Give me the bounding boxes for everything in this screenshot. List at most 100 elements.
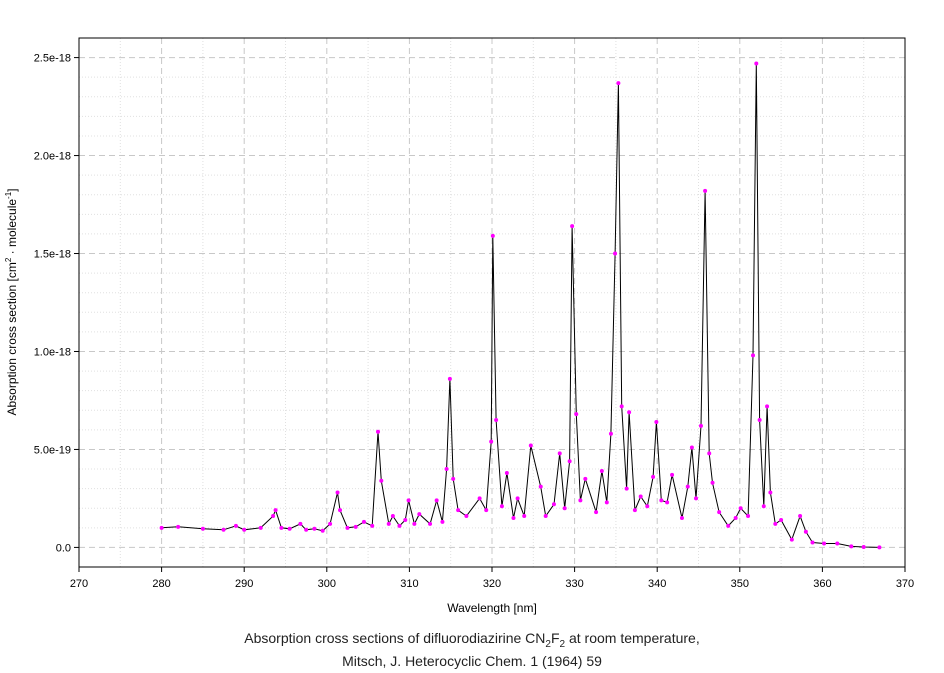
data-point <box>273 508 278 513</box>
axes: 270 280 290 300 310 320 330 340 350 360 370 0.0 5.0e… <box>34 53 914 590</box>
data-point <box>298 521 303 526</box>
data-point <box>710 480 715 485</box>
data-point <box>604 500 609 505</box>
data-point <box>726 523 731 528</box>
x-tick-label: 360 <box>813 578 831 590</box>
data-point <box>567 459 572 464</box>
x-tick-label: 320 <box>483 578 501 590</box>
data-point <box>484 508 489 513</box>
data-point <box>698 423 703 428</box>
data-point <box>768 490 773 495</box>
data-point <box>538 484 543 489</box>
data-point <box>551 502 556 507</box>
y-tick-label: 1.0e-18 <box>34 346 71 358</box>
data-point <box>200 526 205 531</box>
series-layer <box>159 61 882 550</box>
data-point <box>490 233 495 238</box>
data-point <box>717 510 722 515</box>
data-point <box>287 526 292 531</box>
data-point <box>733 516 738 521</box>
data-point <box>233 523 238 528</box>
data-point <box>757 418 762 423</box>
data-point <box>353 524 358 529</box>
data-point <box>221 527 226 532</box>
caption-line-2: Mitsch, J. Heterocyclic Chem. 1 (1964) 5… <box>342 653 602 669</box>
data-point <box>619 404 624 409</box>
caption-line-1: Absorption cross sections of difluorodia… <box>244 630 700 650</box>
data-point <box>578 498 583 503</box>
y-tick-label: 0.0 <box>56 542 71 554</box>
data-point <box>773 521 778 526</box>
data-point <box>417 512 422 517</box>
data-point <box>390 514 395 519</box>
data-point <box>451 476 456 481</box>
data-point <box>670 472 675 477</box>
data-point <box>574 412 579 417</box>
y-tick-label: 2.5e-18 <box>34 53 71 65</box>
x-tick-label: 300 <box>318 578 336 590</box>
data-point <box>835 541 840 546</box>
data-point <box>583 476 588 481</box>
x-tick-label: 280 <box>152 578 170 590</box>
data-point <box>428 521 433 526</box>
data-point <box>376 429 381 434</box>
x-tick-label: 350 <box>731 578 749 590</box>
data-point <box>557 451 562 456</box>
x-tick-label: 290 <box>235 578 253 590</box>
data-point <box>328 521 333 526</box>
data-point <box>345 525 350 530</box>
data-point <box>489 439 494 444</box>
data-point <box>651 474 656 479</box>
data-point <box>613 251 618 256</box>
data-point <box>599 468 604 473</box>
data-point <box>849 544 854 549</box>
data-point <box>654 420 659 425</box>
data-point <box>320 528 325 533</box>
data-point <box>312 526 317 531</box>
data-point <box>543 514 548 519</box>
data-point <box>665 500 670 505</box>
data-point <box>386 521 391 526</box>
data-point <box>659 498 664 503</box>
data-point <box>789 537 794 542</box>
data-point <box>242 527 247 532</box>
data-point <box>624 486 629 491</box>
data-point <box>877 545 882 550</box>
x-axis-title: Wavelength [nm] <box>447 601 537 615</box>
data-point <box>397 523 402 528</box>
data-point <box>746 514 751 519</box>
data-point <box>810 540 815 545</box>
data-point <box>477 496 482 501</box>
data-point <box>464 514 469 519</box>
data-point <box>447 376 452 381</box>
data-point <box>689 445 694 450</box>
data-point <box>822 541 827 546</box>
data-point <box>494 418 499 423</box>
data-point <box>434 498 439 503</box>
data-point <box>528 443 533 448</box>
data-point <box>271 514 276 519</box>
data-point <box>638 494 643 499</box>
data-point <box>304 527 309 532</box>
data-point <box>608 431 613 436</box>
data-point <box>751 353 756 358</box>
data-point <box>754 61 759 66</box>
y-tick-label: 2.0e-18 <box>34 151 71 163</box>
x-tick-label: 370 <box>896 578 914 590</box>
data-point <box>562 506 567 511</box>
data-point <box>379 478 384 483</box>
data-point <box>335 490 340 495</box>
x-tick-label: 270 <box>70 578 88 590</box>
data-point <box>522 514 527 519</box>
data-point <box>738 506 743 511</box>
data-point <box>338 508 343 513</box>
data-point <box>761 504 766 509</box>
data-point <box>570 224 575 229</box>
data-point <box>412 521 417 526</box>
data-point <box>403 517 408 522</box>
data-point <box>703 188 708 193</box>
data-point <box>594 510 599 515</box>
data-point <box>456 508 461 513</box>
data-point <box>685 484 690 489</box>
